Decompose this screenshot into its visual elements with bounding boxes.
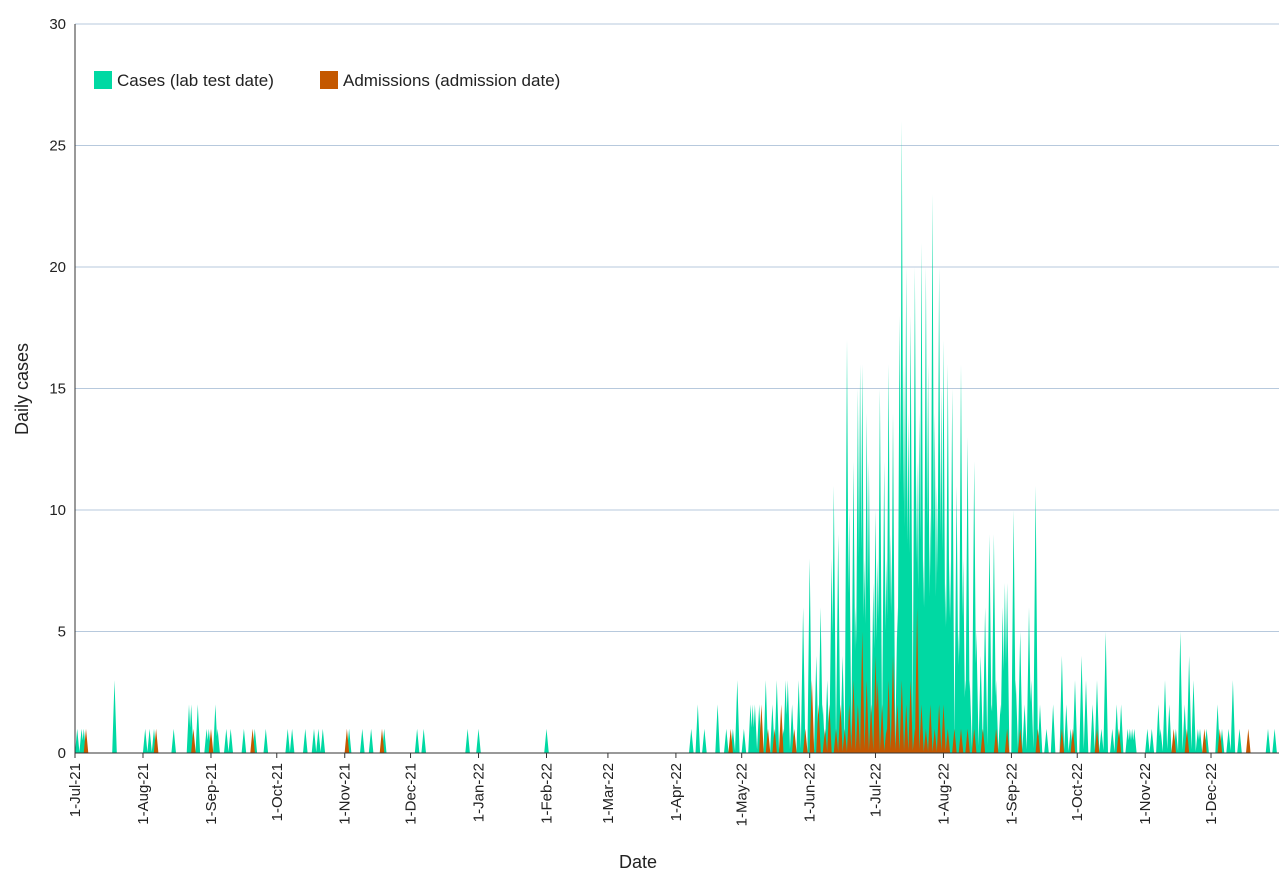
x-tick-label: 1-Jul-21 — [67, 763, 84, 817]
x-tick-label: 1-Feb-22 — [539, 763, 556, 824]
legend-swatch-cases — [94, 71, 112, 89]
x-tick-label: 1-Oct-21 — [269, 763, 286, 821]
x-axis-title: Date — [619, 852, 657, 872]
y-tick-label: 20 — [49, 259, 66, 276]
x-tick-label: 1-Aug-22 — [935, 763, 952, 825]
y-tick-label: 30 — [49, 16, 66, 33]
cases-area-series — [75, 121, 1279, 753]
legend: Cases (lab test date) Admissions (admiss… — [94, 71, 560, 90]
x-tick-label: 1-Mar-22 — [600, 763, 617, 824]
legend-label-admissions: Admissions (admission date) — [343, 71, 560, 90]
x-tick-label: 1-Jun-22 — [802, 763, 819, 822]
y-tick-label: 5 — [58, 624, 66, 641]
y-tick-label: 0 — [58, 745, 66, 762]
x-tick-label: 1-Sep-21 — [203, 763, 220, 825]
x-tick-label: 1-Nov-22 — [1137, 763, 1154, 825]
x-tick-label: 1-Sep-22 — [1003, 763, 1020, 825]
legend-swatch-admissions — [320, 71, 338, 89]
y-tick-label: 15 — [49, 381, 66, 398]
x-tick-label: 1-Apr-22 — [668, 763, 685, 821]
y-tick-label: 10 — [49, 502, 66, 519]
axes: 0 5 10 15 20 25 30 1-Jul-21 1-Aug-21 1-Sep-21 1-Oc… — [49, 16, 1279, 826]
y-tick-label: 25 — [49, 138, 66, 155]
legend-label-cases: Cases (lab test date) — [117, 71, 274, 90]
x-tick-label: 1-Jul-22 — [867, 763, 884, 817]
y-axis-title: Daily cases — [12, 343, 32, 435]
x-tick-label: 1-Jan-22 — [471, 763, 488, 822]
series-areas — [75, 121, 1279, 753]
x-tick-label: 1-May-22 — [734, 763, 751, 826]
x-tick-label: 1-Nov-21 — [337, 763, 354, 825]
x-tick-label: 1-Aug-21 — [135, 763, 152, 825]
x-tick-label: 1-Oct-22 — [1069, 763, 1086, 821]
x-tick-label: 1-Dec-22 — [1203, 763, 1220, 825]
x-tick-label: 1-Dec-21 — [403, 763, 420, 825]
gridlines — [75, 23, 1279, 632]
